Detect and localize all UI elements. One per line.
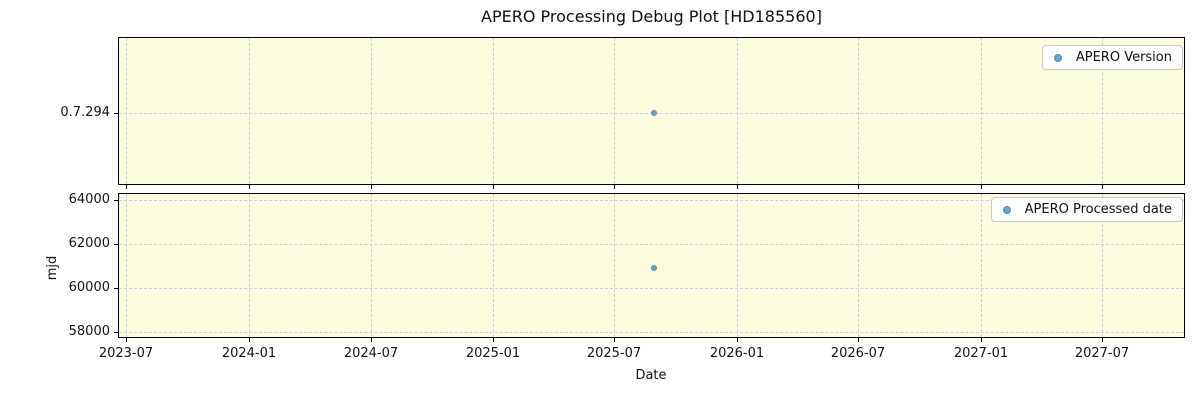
legend-label: APERO Version [1075, 50, 1172, 65]
x-gridline [737, 38, 738, 184]
x-tick-mark [493, 338, 494, 342]
x-tick-mark [126, 338, 127, 342]
data-point [650, 109, 657, 116]
x-tick-mark [858, 185, 859, 189]
x-gridline [981, 38, 982, 184]
x-gridline [371, 194, 372, 337]
x-gridline [614, 194, 615, 337]
x-tick-mark [371, 185, 372, 189]
x-gridline [858, 38, 859, 184]
x-gridline [493, 194, 494, 337]
x-tick-label: 2024-01 [221, 346, 277, 361]
x-tick-label: 2027-01 [953, 346, 1009, 361]
x-tick-mark [737, 338, 738, 342]
y-tick-mark [114, 244, 118, 245]
y-gridline [119, 200, 1184, 201]
y-tick-mark [114, 200, 118, 201]
x-gridline [858, 194, 859, 337]
x-tick-mark [614, 185, 615, 189]
x-gridline [126, 38, 127, 184]
x-tick-mark [981, 338, 982, 342]
x-tick-mark [1102, 185, 1103, 189]
y-tick-label: 0.7.294 [60, 105, 110, 120]
y-tick-mark [114, 332, 118, 333]
y-gridline [119, 244, 1184, 245]
x-tick-mark [493, 185, 494, 189]
y-tick-label: 58000 [68, 324, 110, 339]
x-tick-label: 2026-01 [709, 346, 765, 361]
legend-label: APERO Processed date [1024, 202, 1172, 217]
x-gridline [249, 194, 250, 337]
x-tick-mark [1102, 338, 1103, 342]
x-gridline [1102, 38, 1103, 184]
x-gridline [249, 38, 250, 184]
y-gridline [119, 288, 1184, 289]
x-gridline [981, 194, 982, 337]
x-tick-label: 2025-01 [465, 346, 521, 361]
x-tick-mark [249, 185, 250, 189]
x-tick-mark [126, 185, 127, 189]
x-gridline [371, 38, 372, 184]
data-point [650, 264, 657, 271]
y-tick-mark [114, 113, 118, 114]
x-axis-label: Date [635, 368, 667, 383]
x-tick-mark [981, 185, 982, 189]
legend-marker-icon [1002, 205, 1011, 214]
x-tick-label: 2025-07 [586, 346, 642, 361]
y-gridline [119, 332, 1184, 333]
chart-title: APERO Processing Debug Plot [HD185560] [481, 7, 822, 26]
x-tick-label: 2023-07 [98, 346, 154, 361]
x-gridline [737, 194, 738, 337]
x-tick-label: 2024-07 [343, 346, 399, 361]
y-tick-label: 62000 [68, 236, 110, 251]
legend-apero-processed-date: APERO Processed date [990, 197, 1183, 222]
x-tick-mark [614, 338, 615, 342]
x-tick-label: 2026-07 [830, 346, 886, 361]
x-gridline [1102, 194, 1103, 337]
x-tick-label: 2027-07 [1074, 346, 1130, 361]
y-tick-label: 60000 [68, 280, 110, 295]
x-tick-mark [371, 338, 372, 342]
y-tick-mark [114, 288, 118, 289]
y-tick-label: 64000 [68, 192, 110, 207]
x-tick-mark [249, 338, 250, 342]
x-tick-mark [858, 338, 859, 342]
x-gridline [126, 194, 127, 337]
x-tick-mark [737, 185, 738, 189]
legend-marker-icon [1053, 53, 1062, 62]
legend-apero-version: APERO Version [1041, 45, 1183, 70]
y-axis-label: mjd [44, 255, 60, 281]
x-gridline [614, 38, 615, 184]
x-gridline [493, 38, 494, 184]
